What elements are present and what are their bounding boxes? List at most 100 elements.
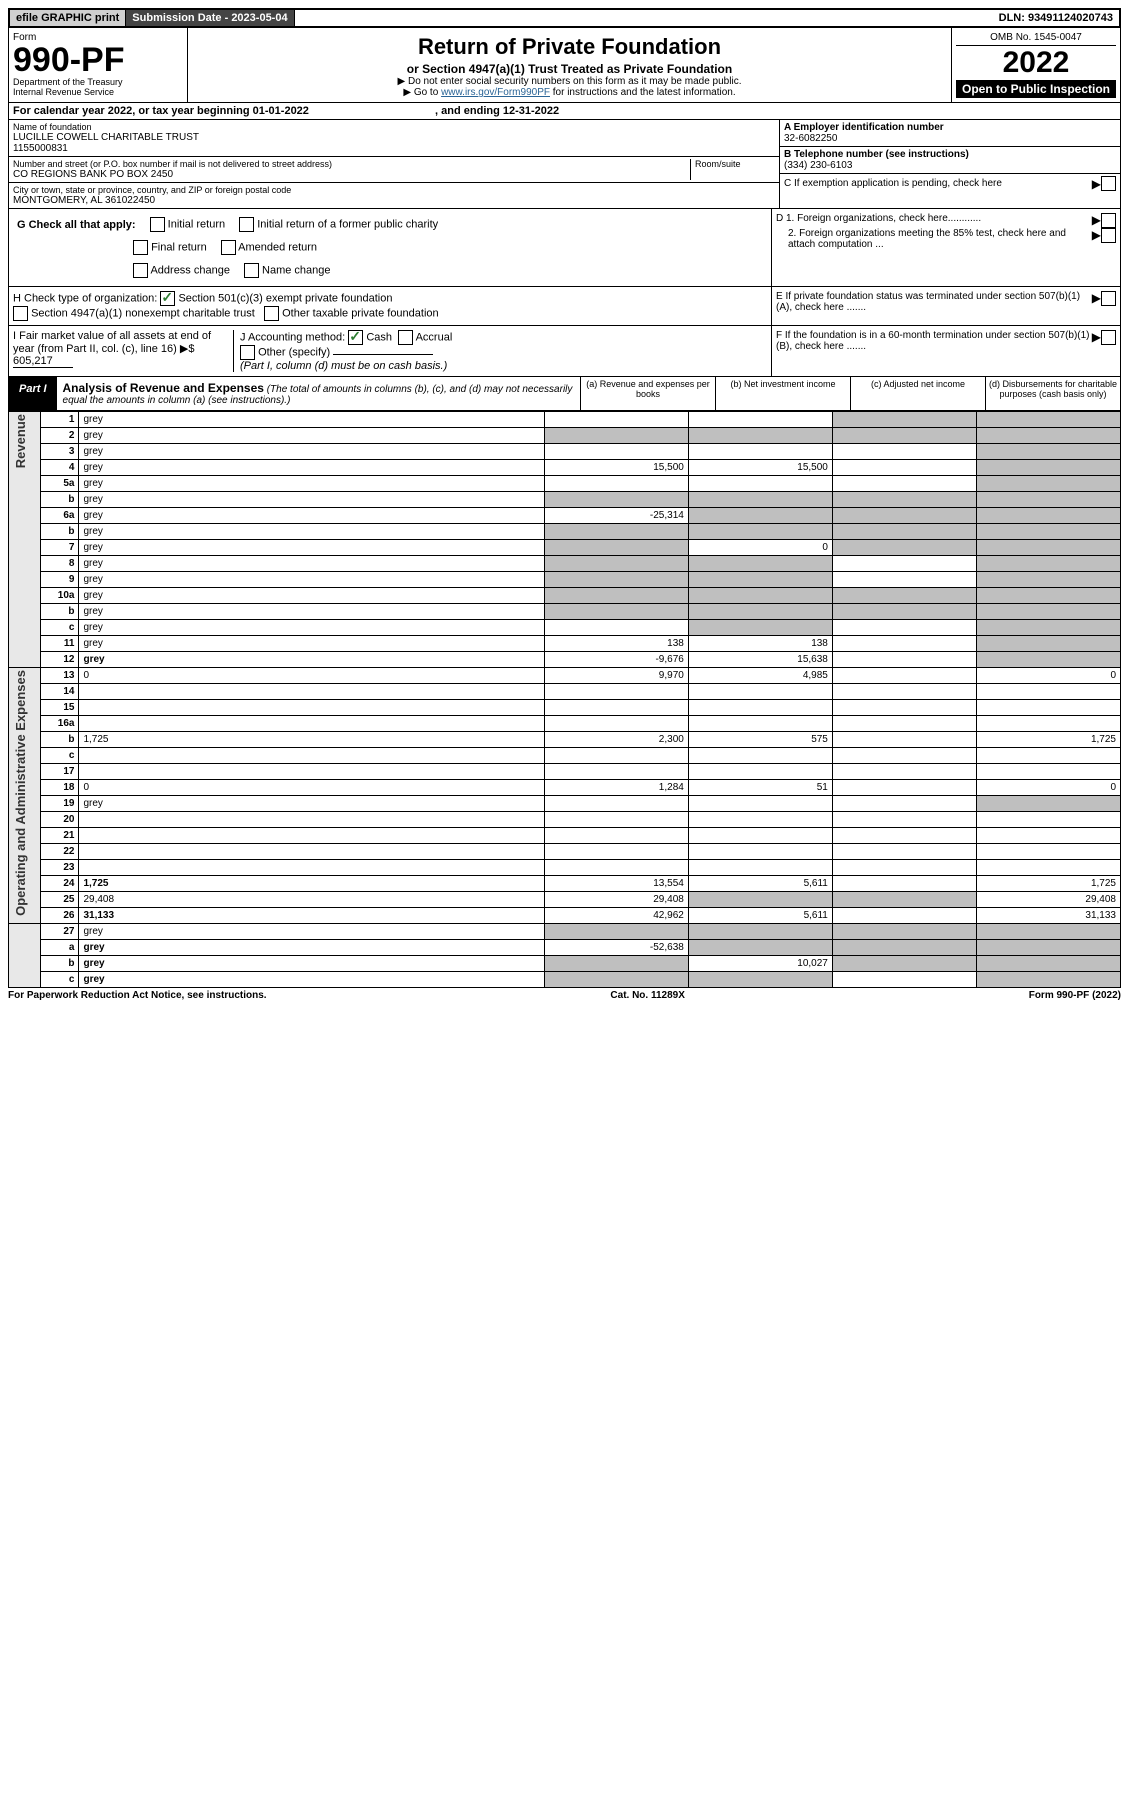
table-cell [832,972,976,988]
table-cell [976,716,1120,732]
c-checkbox[interactable] [1101,176,1116,191]
table-cell [544,796,688,812]
side-label: Operating and Administrative Expenses [9,668,41,924]
table-cell [976,636,1120,652]
table-cell [544,492,688,508]
c-label: C If exemption application is pending, c… [784,178,1092,189]
line-number: 21 [41,828,79,844]
line-number: 23 [41,860,79,876]
table-cell: -25,314 [544,508,688,524]
table-cell [832,940,976,956]
table-cell [976,700,1120,716]
side-label: Revenue [9,412,41,668]
h-4947-checkbox[interactable] [13,306,28,321]
table-cell: 5,611 [688,908,832,924]
line-number: 17 [41,764,79,780]
j-cash-checkbox[interactable] [348,330,363,345]
line-desc: grey [79,972,544,988]
table-cell [544,956,688,972]
table-cell [976,620,1120,636]
table-cell: -9,676 [544,652,688,668]
g-address-change[interactable] [133,263,148,278]
g-amended[interactable] [221,240,236,255]
line-desc: 1,725 [79,732,544,748]
h-opt1: Section 501(c)(3) exempt private foundat… [178,292,392,304]
d1-checkbox[interactable] [1101,213,1116,228]
table-cell [832,716,976,732]
header-left: Form 990-PF Department of the Treasury I… [9,28,188,102]
table-cell [976,972,1120,988]
h-e-row: H Check type of organization: Section 50… [8,287,1121,326]
instr-2: ▶ Go to www.irs.gov/Form990PF for instru… [192,87,947,98]
line-desc [79,764,544,780]
d2-checkbox[interactable] [1101,228,1116,243]
g-d-row: G Check all that apply: Initial return I… [8,209,1121,287]
g-initial-return[interactable] [150,217,165,232]
open-to-public: Open to Public Inspection [956,80,1116,98]
table-row: c [9,748,1121,764]
line-number: 16a [41,716,79,732]
g-initial-former[interactable] [239,217,254,232]
f-checkbox[interactable] [1101,330,1116,345]
line-desc [79,684,544,700]
col-c-header: (c) Adjusted net income [850,377,985,410]
efile-button[interactable]: efile GRAPHIC print [10,10,126,26]
form-subtitle: or Section 4947(a)(1) Trust Treated as P… [192,62,947,76]
table-cell [544,524,688,540]
table-cell [832,604,976,620]
calyear-end: , and ending 12-31-2022 [435,105,559,117]
line-number: 26 [41,908,79,924]
table-row: 7grey0 [9,540,1121,556]
line-number: 12 [41,652,79,668]
footer-mid: Cat. No. 11289X [610,990,684,1001]
table-cell [832,668,976,684]
i-value: 605,217 [13,355,73,368]
table-cell [688,700,832,716]
line-number: 11 [41,636,79,652]
part1-table: Revenue1grey2grey3grey4grey15,50015,5005… [8,411,1121,988]
part1-label: Part I [9,377,57,410]
table-cell [544,444,688,460]
city-label: City or town, state or province, country… [13,185,775,195]
j-accrual-checkbox[interactable] [398,330,413,345]
line-desc: grey [79,492,544,508]
table-row: 6agrey-25,314 [9,508,1121,524]
line-desc [79,700,544,716]
table-row: 8grey [9,556,1121,572]
table-cell [832,876,976,892]
table-cell [976,812,1120,828]
table-cell [976,604,1120,620]
line-number: c [41,748,79,764]
line-desc: grey [79,524,544,540]
table-row: 2grey [9,428,1121,444]
table-row: 12grey-9,67615,638 [9,652,1121,668]
table-cell: 51 [688,780,832,796]
table-cell [976,796,1120,812]
g-final-return[interactable] [133,240,148,255]
line-desc: 31,133 [79,908,544,924]
g-name-change[interactable] [244,263,259,278]
table-cell: 31,133 [976,908,1120,924]
table-cell [832,844,976,860]
col-a-header: (a) Revenue and expenses per books [580,377,715,410]
form990pf-link[interactable]: www.irs.gov/Form990PF [441,87,550,98]
header-mid: Return of Private Foundation or Section … [188,28,951,102]
table-cell [688,764,832,780]
table-row: 15 [9,700,1121,716]
table-row: Operating and Administrative Expenses130… [9,668,1121,684]
table-cell [976,956,1120,972]
table-cell [688,476,832,492]
footer-left: For Paperwork Reduction Act Notice, see … [8,990,267,1001]
line-desc: grey [79,652,544,668]
j-other-checkbox[interactable] [240,345,255,360]
table-row: 2631,13342,9625,61131,133 [9,908,1121,924]
line-number: 1 [41,412,79,428]
h-other-checkbox[interactable] [264,306,279,321]
table-row: bgrey10,027 [9,956,1121,972]
table-cell [832,828,976,844]
name-label: Name of foundation [13,122,775,132]
e-checkbox[interactable] [1101,291,1116,306]
h-501c3-checkbox[interactable] [160,291,175,306]
irs: Internal Revenue Service [13,87,183,97]
table-cell [976,508,1120,524]
